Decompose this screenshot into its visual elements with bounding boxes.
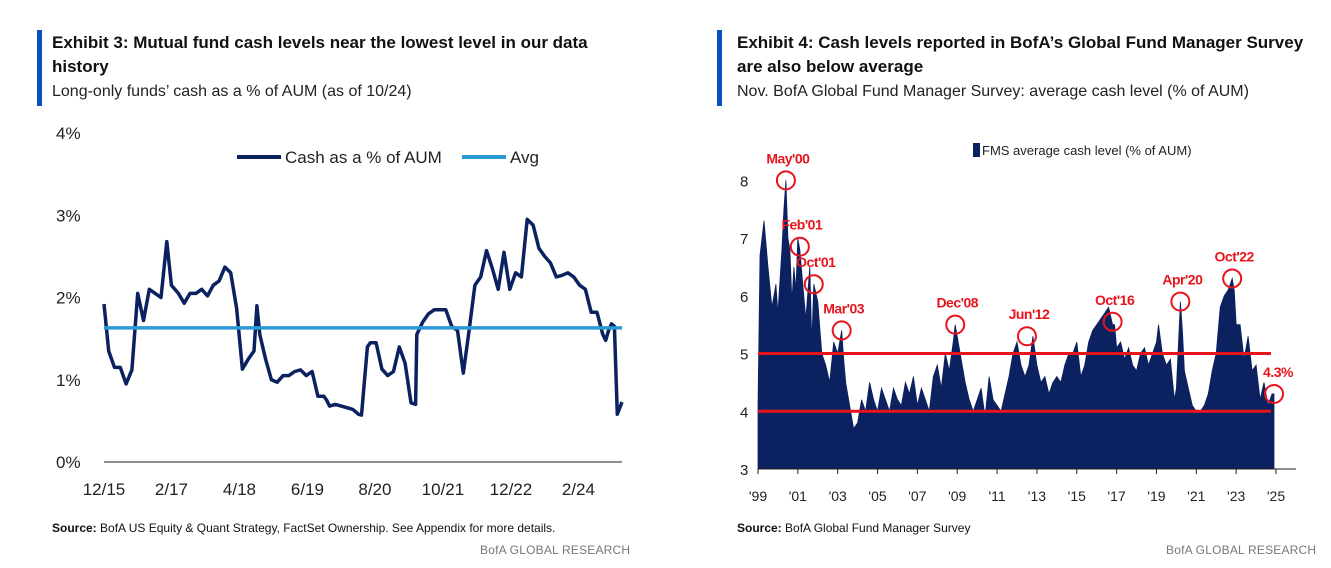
x-tick-label: '07 bbox=[908, 488, 926, 504]
x-tick-label: 6/19 bbox=[291, 480, 324, 499]
exhibit-4-source: Source: BofA Global Fund Manager Survey bbox=[737, 521, 970, 535]
highlight-circle bbox=[803, 274, 824, 295]
legend-label: Cash as a % of AUM bbox=[285, 148, 442, 167]
source-label: Source: bbox=[52, 521, 97, 535]
x-tick-label: 2/17 bbox=[155, 480, 188, 499]
x-tick-label: 8/20 bbox=[358, 480, 391, 499]
x-tick-label: 4/18 bbox=[223, 480, 256, 499]
exhibit-3-title-line-1: Exhibit 3: Mutual fund cash levels near … bbox=[52, 33, 588, 52]
annotation-label: Apr'20 bbox=[1162, 272, 1203, 288]
y-tick-label: 4 bbox=[740, 404, 748, 421]
y-tick-label: 3 bbox=[740, 462, 748, 479]
x-tick-label: '17 bbox=[1107, 488, 1125, 504]
annotation-label: Oct'01 bbox=[796, 254, 836, 270]
y-tick-label: 3% bbox=[56, 206, 81, 225]
highlight-circle bbox=[789, 236, 810, 257]
x-tick-label: 10/21 bbox=[422, 480, 465, 499]
annotation-label: Dec'08 bbox=[936, 295, 978, 311]
x-tick-label: '23 bbox=[1227, 488, 1245, 504]
source-text: BofA Global Fund Manager Survey bbox=[781, 521, 971, 535]
exhibit-4-panel: Exhibit 4: Cash levels reported in BofA’… bbox=[660, 0, 1331, 568]
annotation-label: Feb'01 bbox=[781, 217, 823, 233]
y-tick-label: 0% bbox=[56, 453, 81, 472]
x-tick-label: 12/22 bbox=[490, 480, 533, 499]
annotation-label: Oct'16 bbox=[1095, 292, 1135, 308]
source-label: Source: bbox=[737, 521, 782, 535]
highlight-circle bbox=[945, 314, 966, 335]
exhibit-4-subtitle: Nov. BofA Global Fund Manager Survey: av… bbox=[737, 83, 1249, 100]
highlight-circle bbox=[831, 320, 852, 341]
y-tick-label: 8 bbox=[740, 173, 748, 190]
exhibit-4-title-line-1: Exhibit 4: Cash levels reported in BofA’… bbox=[737, 33, 1304, 52]
highlight-circle bbox=[1170, 291, 1191, 312]
x-tick-label: '05 bbox=[868, 488, 886, 504]
y-tick-label: 2% bbox=[56, 289, 81, 308]
highlight-circle bbox=[1264, 383, 1285, 404]
bofa-brand-label: BofA GLOBAL RESEARCH bbox=[480, 543, 631, 557]
y-tick-label: 4% bbox=[56, 124, 81, 143]
exhibit-3-line-chart: 0% 1% 2% 3% 4% 12/15 2/17 4/18 6/19 8/20 10/21 12/2… bbox=[56, 124, 624, 499]
highlight-circle bbox=[1222, 268, 1243, 289]
x-tick-label: '21 bbox=[1187, 488, 1205, 504]
source-text: BofA US Equity & Quant Strategy, FactSet… bbox=[96, 521, 556, 535]
annotation-label: Oct'22 bbox=[1215, 248, 1255, 264]
y-tick-label: 6 bbox=[740, 289, 748, 306]
legend-swatch bbox=[973, 143, 980, 157]
y-tick-label: 7 bbox=[740, 231, 748, 248]
fms-cash-area bbox=[757, 180, 1275, 470]
x-tick-label: '13 bbox=[1028, 488, 1046, 504]
y-tick-label: 1% bbox=[56, 371, 81, 390]
exhibit-3-source: Source: BofA US Equity & Quant Strategy,… bbox=[52, 521, 555, 535]
bofa-brand-label: BofA GLOBAL RESEARCH bbox=[1166, 543, 1317, 557]
y-tick-label: 5 bbox=[740, 347, 748, 364]
highlight-circle bbox=[775, 170, 796, 191]
highlight-circle bbox=[1016, 326, 1037, 347]
x-tick-label: '25 bbox=[1267, 488, 1285, 504]
exhibit-3-title: Exhibit 3: Mutual fund cash levels near … bbox=[52, 31, 588, 79]
annotation-label: Mar'03 bbox=[823, 300, 865, 316]
annotation-label: Jun'12 bbox=[1009, 306, 1051, 322]
annotation-label: May'00 bbox=[766, 150, 810, 166]
title-accent-bar bbox=[37, 30, 42, 106]
x-tick-label: 12/15 bbox=[83, 480, 126, 499]
exhibit-4-title-line-2: are also below average bbox=[737, 57, 924, 76]
x-tick-label: '11 bbox=[988, 488, 1005, 504]
x-tick-label: '03 bbox=[829, 488, 847, 504]
x-tick-label: '01 bbox=[789, 488, 807, 504]
exhibit-3-title-line-2: history bbox=[52, 57, 109, 76]
annotation-label: 4.3% bbox=[1263, 364, 1294, 380]
x-tick-label: '99 bbox=[749, 488, 767, 504]
x-tick-label: 2/24 bbox=[562, 480, 595, 499]
exhibit-3-subtitle: Long-only funds’ cash as a % of AUM (as … bbox=[52, 83, 412, 100]
legend-label: Avg bbox=[510, 148, 539, 167]
x-tick-label: '09 bbox=[948, 488, 966, 504]
exhibit-4-area-chart: 3 4 5 6 7 8 '99 '01 '03 '05 '07 '09 '11 '13 '15 '17 '19 '… bbox=[740, 143, 1296, 504]
title-accent-bar bbox=[717, 30, 722, 106]
exhibit-4-title: Exhibit 4: Cash levels reported in BofA’… bbox=[737, 31, 1303, 79]
highlight-circle bbox=[1102, 311, 1123, 332]
cash-series-line bbox=[102, 217, 624, 417]
legend-label: FMS average cash level (% of AUM) bbox=[982, 143, 1192, 158]
x-tick-label: '19 bbox=[1147, 488, 1165, 504]
x-tick-label: '15 bbox=[1068, 488, 1086, 504]
exhibit-3-panel: Exhibit 3: Mutual fund cash levels near … bbox=[0, 0, 650, 568]
